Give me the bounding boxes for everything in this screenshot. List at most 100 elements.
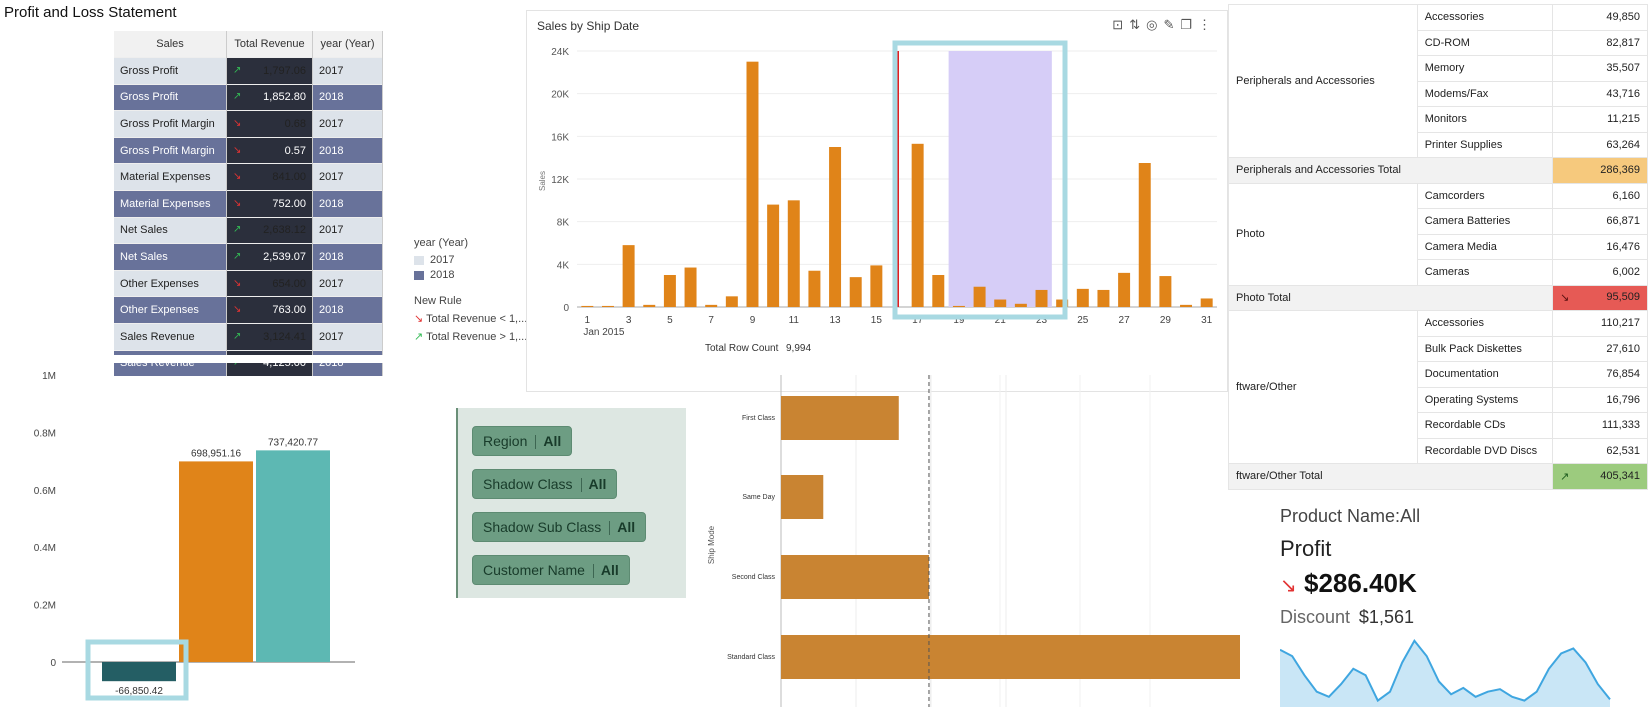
bar [705,304,718,307]
pl-header-year[interactable]: year (Year) [312,31,383,58]
pl-cell-revenue: ↘ 0.68 [226,110,313,138]
pl-row[interactable]: Material Expenses ↘ 752.00 2018 [114,189,383,218]
pl-cell-year: 2018 [312,83,383,111]
table-row[interactable]: Monitors 11,215 [1229,106,1648,133]
ship-chart-toolbar: ⊡⇅◎✎❐⋮ [1112,17,1217,33]
ship-chart-title: Sales by Ship Date [537,19,640,33]
pl-bottom-mask [114,355,384,363]
table-row[interactable]: Photo Camcorders 6,160 [1228,182,1648,286]
table-total-row[interactable]: Peripherals and Accessories Total 286,369 [1227,157,1648,184]
x-tick-label: 1 [585,315,591,326]
profit-metric-label: Profit [1280,536,1332,561]
pl-revenue-value: 2,638.12 [263,224,306,237]
pl-cell-year: 2018 [312,243,383,271]
table-total-row[interactable]: ftware/Other Total ↗ 405,341 [1227,463,1648,490]
pl-row[interactable]: Sales Revenue ↗ 3,124.41 2017 [114,322,383,351]
group-name-cell: Photo [1228,182,1418,286]
pl-row[interactable]: Other Expenses ↘ 654.00 2017 [114,269,383,297]
pl-row[interactable]: Gross Profit ↗ 1,797.06 2017 [114,57,383,85]
filter-customer-name[interactable]: Customer Name All [472,555,630,585]
row-count-value: 9,994 [786,343,811,354]
pl-cell-revenue: ↘ 654.00 [226,269,313,297]
table-row[interactable]: Printer Supplies 63,264 [1229,131,1648,158]
bar [849,277,862,307]
x-tick-label: 31 [1201,315,1213,326]
trend-up-icon: ↗ [233,330,242,342]
table-row[interactable]: ftware/Other Accessories 110,217 [1228,310,1648,464]
y-tick-label: 4K [557,260,570,271]
pl-cell-revenue: ↘ 0.57 [226,136,313,164]
pl-cell-year: 2017 [312,163,383,191]
trend-down-icon: ↘ [233,197,242,209]
table-row[interactable]: Documentation 76,854 [1229,361,1648,388]
ship-mode-bar-chart: First Class Same Day Second Class Standard … [707,375,1240,707]
trend-down-icon: ↘ [233,304,242,316]
variance-bar-chart: 0 0.2M 0.4M 0.6M 0.8M 1M -66,850.42 698,951.16 7… [34,371,355,701]
table-row[interactable]: Cameras 6,002 [1229,259,1648,286]
pl-revenue-value: 752.00 [272,197,306,210]
pl-cell-revenue: ↘ 752.00 [226,189,313,218]
y-tick-label: 0.2M [34,601,56,612]
bar [1056,299,1069,307]
table-row[interactable]: Modems/Fax 43,716 [1229,80,1648,107]
table-row[interactable]: Peripherals and Accessories Accessories 49… [1228,4,1648,158]
data-label: 737,420.77 [268,437,318,448]
bar [601,305,614,307]
legend-label-2018: 2018 [430,269,455,281]
table-row[interactable]: Memory 35,507 [1229,55,1648,82]
item-value-cell: 62,531 [1552,437,1648,464]
filter-customer-name-value: All [600,562,619,578]
pl-row[interactable]: Net Sales ↗ 2,539.07 2018 [114,243,383,271]
pl-header-sales[interactable]: Sales [114,31,227,58]
table-row[interactable]: Camera Media 16,476 [1229,233,1648,260]
item-name-cell: Memory [1416,55,1554,82]
fit-icon[interactable]: ⊡ [1112,17,1130,32]
pl-cell-revenue: ↘ 841.00 [226,163,313,191]
explain-icon[interactable]: ✎ [1163,17,1181,32]
legend-rule-up[interactable]: ↗ Total Revenue > 1,... [414,330,527,343]
more-icon[interactable]: ⋮ [1198,17,1217,32]
item-name-cell: Monitors [1416,106,1554,133]
target-icon[interactable]: ◎ [1146,17,1164,32]
pl-title: Profit and Loss Statement [4,4,177,21]
bar [643,304,656,307]
table-row[interactable]: Operating Systems 16,796 [1229,386,1648,413]
filter-shadow-class[interactable]: Shadow Class All [472,469,618,499]
y-tick-label: 0.6M [34,486,56,497]
filter-shadow-sub-class[interactable]: Shadow Sub Class All [472,512,647,542]
pl-revenue-value: 763.00 [272,304,306,317]
pl-header-revenue[interactable]: Total Revenue [226,31,313,58]
pl-row[interactable]: Gross Profit Margin ↘ 0.57 2018 [114,136,383,164]
legend-item-2017[interactable]: 2017 [414,254,527,266]
legend-rule-down[interactable]: ↘ Total Revenue < 1,... [414,312,527,325]
table-row[interactable]: Recordable CDs 111,333 [1229,412,1648,439]
pl-row[interactable]: Gross Profit ↗ 1,852.80 2018 [114,83,383,111]
table-row[interactable]: CD-ROM 82,817 [1229,29,1648,56]
item-value-cell: 6,002 [1552,259,1648,286]
copy-icon[interactable]: ❐ [1180,17,1198,32]
pl-cell-year: 2018 [312,296,383,324]
pl-row[interactable]: Other Expenses ↘ 763.00 2018 [114,296,383,324]
pl-row[interactable]: Gross Profit Margin ↘ 0.68 2017 [114,110,383,138]
x-tick-label: 11 [789,315,800,326]
bar [932,275,945,307]
pl-cell-year: 2017 [312,216,383,244]
filter-region[interactable]: Region All [472,426,573,456]
pl-row[interactable]: Net Sales ↗ 2,638.12 2017 [114,216,383,244]
table-total-row[interactable]: Photo Total ↘ 95,509 [1227,284,1648,311]
category-label: First Class [742,415,776,422]
table-row[interactable]: Camera Batteries 66,871 [1229,208,1648,235]
pl-row[interactable]: Material Expenses ↘ 841.00 2017 [114,163,383,191]
item-name-cell: Bulk Pack Diskettes [1416,335,1554,362]
bar [102,662,176,682]
item-value-cell: 11,215 [1552,106,1648,133]
pl-cell-sales: Other Expenses [114,269,227,297]
legend-item-2018[interactable]: 2018 [414,269,527,281]
pl-cell-sales: Sales Revenue [114,322,227,351]
pl-header-row: Sales Total Revenue year (Year) [114,31,383,58]
pl-revenue-value: 2,539.07 [263,250,306,263]
sort-icon[interactable]: ⇅ [1129,17,1147,32]
filter-shadow-sub-class-value: All [617,519,636,535]
bar [663,275,676,307]
